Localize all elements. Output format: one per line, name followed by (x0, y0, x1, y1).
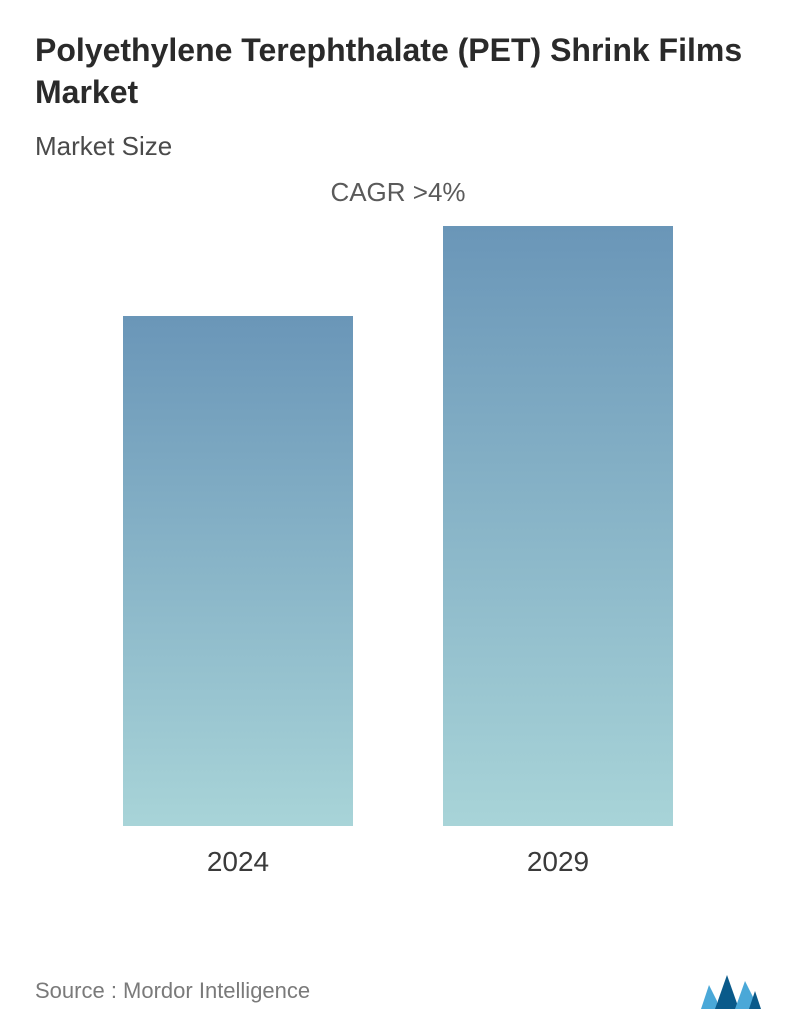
bar-2024 (123, 316, 353, 826)
bar-2029 (443, 226, 673, 826)
chart-subtitle: Market Size (35, 131, 761, 162)
cagr-label: CAGR >4% (35, 177, 761, 208)
logo-icon (701, 973, 761, 1009)
chart-title: Polyethylene Terephthalate (PET) Shrink … (35, 30, 761, 113)
footer: Source : Mordor Intelligence (35, 973, 761, 1009)
bar-label-2029: 2029 (527, 846, 589, 878)
bar-container-2024: 2024 (123, 316, 353, 878)
source-text: Source : Mordor Intelligence (35, 978, 310, 1004)
bar-container-2029: 2029 (443, 226, 673, 878)
bar-label-2024: 2024 (207, 846, 269, 878)
bar-chart: 2024 2029 (35, 278, 761, 878)
